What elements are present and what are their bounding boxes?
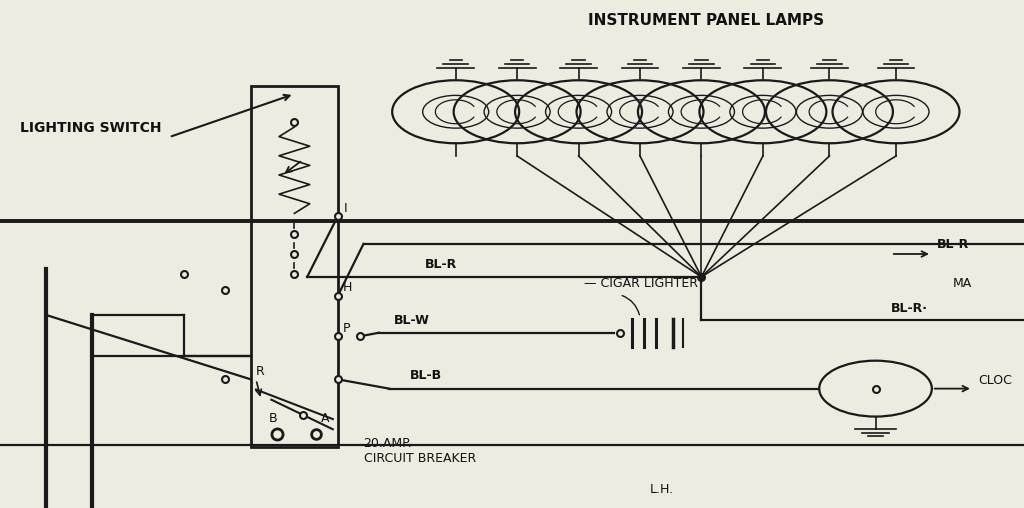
Text: INSTRUMENT PANEL LAMPS: INSTRUMENT PANEL LAMPS (589, 13, 824, 28)
Text: B: B (268, 411, 278, 425)
Text: 20.AMP.
CIRCUIT BREAKER: 20.AMP. CIRCUIT BREAKER (364, 437, 476, 465)
Text: BL-W: BL-W (394, 313, 430, 327)
Text: LIGHTING SWITCH: LIGHTING SWITCH (20, 121, 162, 135)
Text: BL-R: BL-R (425, 258, 457, 271)
Text: A: A (322, 411, 330, 425)
Text: P: P (343, 322, 350, 335)
Text: R: R (256, 365, 265, 378)
Bar (251, 86, 338, 447)
Text: BL-R: BL-R (937, 238, 969, 251)
Text: — CIGAR LIGHTER: — CIGAR LIGHTER (584, 277, 697, 290)
Text: H: H (343, 281, 352, 295)
Text: MA: MA (952, 277, 972, 290)
Text: L.H.: L.H. (650, 483, 675, 496)
Text: I: I (344, 202, 348, 215)
Text: BL-R·: BL-R· (891, 302, 928, 315)
Text: CLOC: CLOC (978, 373, 1012, 387)
Text: BL-B: BL-B (410, 369, 441, 383)
